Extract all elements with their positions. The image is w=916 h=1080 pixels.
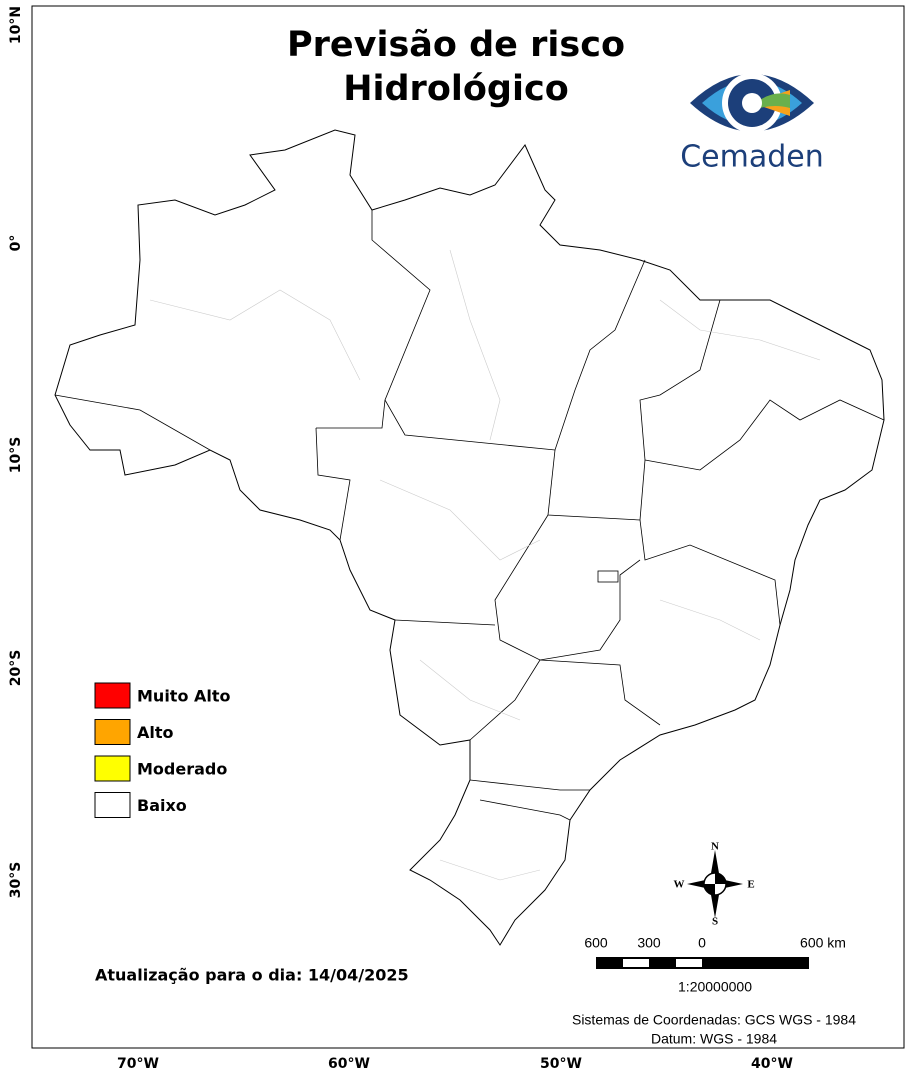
longitude-label: 60°W: [328, 1056, 370, 1072]
latitude-label: 20°S: [8, 650, 24, 687]
legend-label: Alto: [137, 723, 174, 742]
scale-bar: 600 300 0 600 km 1:20000000: [584, 935, 846, 995]
legend-swatch: [94, 682, 131, 709]
latitude-label: 0°: [8, 235, 24, 252]
longitude-label: 50°W: [540, 1056, 582, 1072]
state-borders: [54, 210, 885, 821]
update-note: Atualização para o dia: 14/04/2025: [95, 966, 409, 985]
compass: N S E W: [674, 841, 755, 928]
compass-e: E: [747, 879, 754, 891]
scale-label: 0: [698, 935, 706, 951]
latitude-label: 30°S: [8, 862, 24, 899]
title-line: Hidrológico: [343, 69, 569, 109]
compass-s: S: [712, 916, 718, 928]
legend-label: Muito Alto: [137, 687, 231, 706]
legend-label: Moderado: [137, 760, 227, 779]
coordinate-system: Sistemas de Coordenadas: GCS WGS - 1984: [572, 1012, 856, 1028]
longitude-label: 40°W: [751, 1056, 793, 1072]
country-outline: [54, 129, 885, 946]
compass-n: N: [711, 841, 719, 853]
scale-label: 600 km: [800, 935, 846, 951]
latitude-label: 10°N: [8, 6, 24, 44]
scale-label: 600: [584, 935, 608, 951]
legend-label: Baixo: [137, 796, 187, 815]
logo: Cemaden: [680, 73, 824, 175]
legend-swatch: [94, 792, 131, 818]
region-borders: [149, 249, 821, 881]
legend: Muito Alto Alto Moderado Baixo: [94, 682, 231, 818]
datum: Datum: WGS - 1984: [651, 1031, 777, 1047]
graticule-labels: 10°N 0° 10°S 20°S 30°S 70°W 60°W 50°W 40°W: [8, 6, 793, 1072]
logo-text: Cemaden: [680, 140, 824, 175]
latitude-label: 10°S: [8, 437, 24, 474]
legend-swatch: [94, 719, 131, 745]
scale-label: 300: [637, 935, 661, 951]
legend-swatch: [94, 755, 131, 782]
compass-w: W: [674, 879, 685, 891]
title-line: Previsão de risco: [287, 25, 625, 65]
longitude-label: 70°W: [117, 1056, 159, 1072]
scale-ratio: 1:20000000: [678, 979, 752, 995]
